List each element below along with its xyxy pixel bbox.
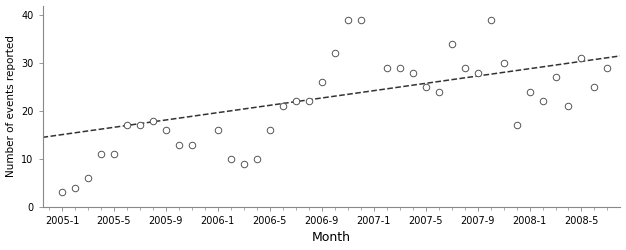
Point xyxy=(96,152,106,156)
Point xyxy=(226,157,236,161)
Y-axis label: Number of events reported: Number of events reported xyxy=(6,35,16,177)
Point xyxy=(265,128,275,132)
Point xyxy=(421,85,431,89)
Point xyxy=(590,85,600,89)
Point xyxy=(70,186,80,190)
Point xyxy=(408,71,418,75)
Point xyxy=(187,142,197,146)
Point xyxy=(473,71,483,75)
Point xyxy=(83,176,93,180)
Point xyxy=(161,128,171,132)
Point xyxy=(525,90,535,94)
Point xyxy=(382,66,392,70)
Point xyxy=(330,52,340,56)
Point xyxy=(446,42,456,46)
Point xyxy=(577,56,587,60)
Point xyxy=(498,61,508,65)
Point xyxy=(602,66,612,70)
Point xyxy=(148,118,158,122)
Point xyxy=(486,18,496,22)
Point xyxy=(317,80,327,84)
Point xyxy=(563,104,573,108)
Point xyxy=(239,162,249,166)
Point xyxy=(252,157,262,161)
Point xyxy=(394,66,404,70)
Point xyxy=(304,100,314,103)
Point xyxy=(511,124,521,128)
Point xyxy=(109,152,119,156)
Point xyxy=(434,90,444,94)
Point xyxy=(213,128,223,132)
Point xyxy=(57,190,67,194)
Point xyxy=(122,124,132,128)
Point xyxy=(174,142,184,146)
Point xyxy=(356,18,366,22)
Point xyxy=(342,18,352,22)
Point xyxy=(550,76,560,80)
Point xyxy=(290,100,300,103)
Point xyxy=(538,100,548,103)
Point xyxy=(278,104,288,108)
X-axis label: Month: Month xyxy=(312,232,351,244)
Point xyxy=(459,66,470,70)
Point xyxy=(135,124,145,128)
